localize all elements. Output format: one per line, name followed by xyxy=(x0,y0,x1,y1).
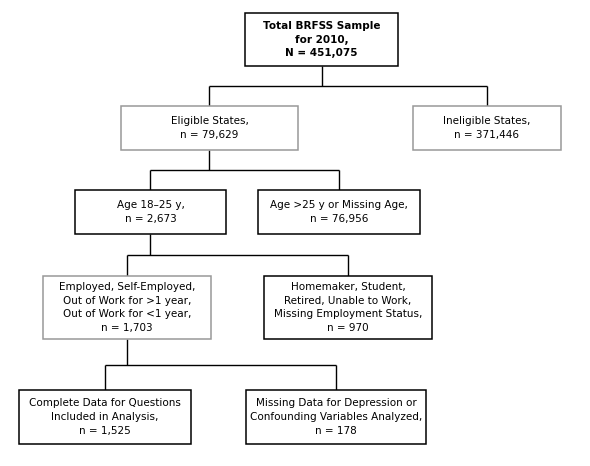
Text: Total BRFSS Sample
for 2010,
N = 451,075: Total BRFSS Sample for 2010, N = 451,075 xyxy=(263,21,381,58)
Bar xyxy=(19,391,191,444)
Text: Homemaker, Student,
Retired, Unable to Work,
Missing Employment Status,
n = 970: Homemaker, Student, Retired, Unable to W… xyxy=(274,282,422,333)
Text: Age 18–25 y,
n = 2,673: Age 18–25 y, n = 2,673 xyxy=(116,200,185,224)
Bar xyxy=(43,276,211,339)
Bar xyxy=(413,106,560,150)
Text: Complete Data for Questions
Included in Analysis,
n = 1,525: Complete Data for Questions Included in … xyxy=(29,398,181,436)
Text: Missing Data for Depression or
Confounding Variables Analyzed,
n = 178: Missing Data for Depression or Confoundi… xyxy=(250,398,422,436)
Bar xyxy=(121,106,298,150)
Bar xyxy=(245,13,398,66)
Text: Eligible States,
n = 79,629: Eligible States, n = 79,629 xyxy=(171,116,248,140)
Bar xyxy=(75,190,225,234)
Bar xyxy=(264,276,432,339)
Bar xyxy=(247,391,426,444)
Bar xyxy=(258,190,420,234)
Text: Employed, Self-Employed,
Out of Work for >1 year,
Out of Work for <1 year,
n = 1: Employed, Self-Employed, Out of Work for… xyxy=(58,282,195,333)
Text: Ineligible States,
n = 371,446: Ineligible States, n = 371,446 xyxy=(443,116,530,140)
Text: Age >25 y or Missing Age,
n = 76,956: Age >25 y or Missing Age, n = 76,956 xyxy=(270,200,408,224)
